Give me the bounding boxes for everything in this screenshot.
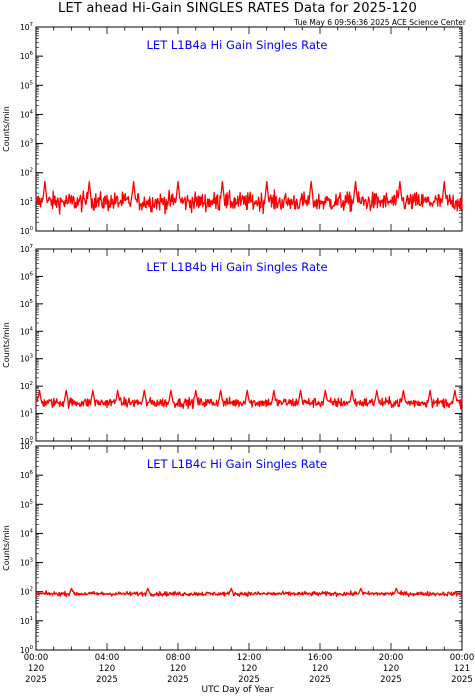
x-tick-label: 120 [312,664,328,674]
y-tick-label: 106 [20,271,34,281]
y-tick-label: 105 [20,80,34,90]
plot-frame [35,248,463,442]
y-tick-label: 104 [20,109,34,119]
x-axis-title: UTC Day of Year [201,685,274,695]
x-tick-label: 2025 [96,675,118,685]
y-axis-label: Counts/min [2,322,11,368]
x-tick-label: 20:00 [379,653,404,663]
y-tick-label: 102 [20,381,33,391]
y-tick-label: 102 [20,587,33,597]
chart-panel-1: 100 101 102 103 104 105 106 107 Counts/min LET L1… [2,22,463,236]
x-tick-label: 2025 [167,675,189,685]
y-tick-label: 100 [20,226,34,236]
x-tick-label: 2025 [238,675,260,685]
panel-title: LET L1B4a Hi Gain Singles Rate [147,38,328,52]
plot-frame [35,445,463,651]
x-tick-label: 2025 [451,675,473,685]
y-tick-label: 104 [20,528,34,538]
x-tick-label: 2025 [309,675,331,685]
page-title: LET ahead Hi-Gain SINGLES RATES Data for… [58,1,417,16]
x-tick-label: 04:00 [95,653,120,663]
y-tick-label: 105 [20,299,34,309]
y-axis-label: Counts/min [2,106,11,152]
y-tick-label: 103 [20,139,34,149]
timestamp-label: Tue May 6 09:56:36 2025 ACE Science Cent… [294,18,466,27]
y-tick-label: 105 [20,499,34,509]
panel-title: LET L1B4c Hi Gain Singles Rate [147,457,327,471]
data-series-line [35,587,463,598]
y-tick-label: 101 [20,409,33,419]
y-tick-label: 103 [20,558,34,568]
x-tick-label: 120 [28,664,44,674]
y-tick-label: 103 [20,354,34,364]
x-tick-label: 16:00 [308,653,333,663]
y-tick-label: 102 [20,168,33,178]
x-tick-label: 2025 [380,675,402,685]
y-tick-label: 106 [20,51,34,61]
y-tick-label: 107 [20,22,34,32]
panel-title: LET L1B4b Hi Gain Singles Rate [146,260,327,274]
y-tick-label: 100 [20,436,34,446]
x-tick-label: 00:00 [24,653,49,663]
y-tick-label: 100 [20,645,34,655]
chart-panel-2: 100 101 102 103 104 105 106 107 Counts/min LET L1… [2,244,463,446]
y-axis-label: Counts/min [2,525,11,571]
y-tick-label: 106 [20,470,34,480]
y-tick-label: 101 [20,616,33,626]
x-tick-label: 12:00 [237,653,262,663]
chart-panel-3: 100 101 102 103 104 105 106 107 Counts/min LET L1… [2,441,463,655]
data-series-line [35,180,463,215]
x-tick-label: 08:00 [166,653,191,663]
y-tick-label: 107 [20,244,34,254]
x-tick-label: 120 [170,664,186,674]
x-tick-label: 121 [454,664,470,674]
data-series-line [35,389,463,410]
x-tick-label: 120 [241,664,257,674]
x-tick-label: 2025 [25,675,47,685]
x-tick-label: 120 [383,664,399,674]
x-tick-label: 00:00 [450,653,475,663]
x-tick-label: 120 [99,664,115,674]
y-tick-label: 104 [20,326,34,336]
y-tick-label: 101 [20,197,33,207]
y-tick-label: 107 [20,441,34,451]
